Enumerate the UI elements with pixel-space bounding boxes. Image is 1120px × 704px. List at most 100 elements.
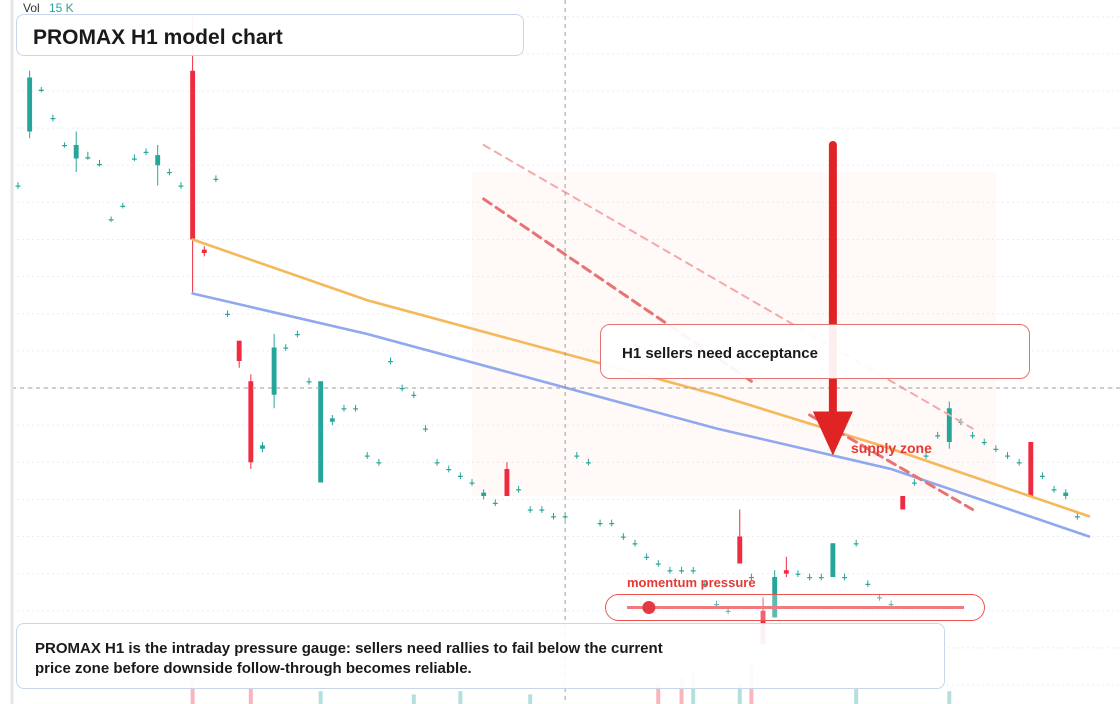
candle-body — [690, 570, 696, 572]
candle-body — [783, 570, 789, 574]
candle — [131, 154, 137, 162]
candle — [1028, 442, 1034, 496]
candle — [946, 401, 952, 449]
candle-body — [399, 388, 405, 390]
candle-body — [795, 573, 801, 575]
candle-body — [294, 334, 300, 336]
candle-body — [446, 469, 452, 471]
candle — [446, 465, 452, 473]
candle-body — [609, 523, 615, 525]
candles — [15, 16, 1080, 645]
candle-body — [260, 445, 265, 449]
volume-bar — [248, 688, 253, 704]
candle — [108, 216, 114, 222]
candle-body — [620, 536, 626, 538]
candle — [516, 485, 522, 493]
candle-body — [85, 157, 91, 159]
note-text: PROMAX H1 is the intraday pressure gauge… — [35, 640, 663, 677]
candle-body — [27, 77, 33, 132]
gauge-knob[interactable] — [642, 601, 656, 614]
candle-body — [201, 249, 207, 253]
candle-body — [423, 428, 428, 430]
candle — [783, 556, 789, 577]
candle — [795, 570, 801, 577]
title-panel: PROMAX H1 model chart — [16, 14, 524, 56]
volume-bar — [458, 691, 463, 704]
candle-body — [481, 492, 487, 496]
candle-body — [283, 347, 289, 349]
candle-body — [900, 496, 906, 510]
candle-body — [353, 408, 359, 410]
candle — [388, 357, 393, 365]
candle — [620, 533, 626, 540]
candle — [585, 458, 591, 466]
candle — [690, 566, 696, 574]
candle — [62, 142, 68, 148]
candle-body — [1028, 442, 1034, 496]
candle — [1005, 452, 1010, 459]
supply-zone-label: supply zone — [851, 440, 932, 456]
crosshair — [12, 0, 1120, 704]
candle — [318, 381, 324, 483]
candle — [283, 344, 289, 351]
candle-body — [225, 313, 230, 315]
candle — [143, 148, 149, 156]
candle — [178, 182, 184, 189]
candle — [935, 431, 941, 439]
candle-body — [306, 381, 312, 383]
candle-body — [388, 361, 393, 363]
candle-body — [376, 462, 382, 464]
candle-body — [457, 475, 463, 477]
candle — [877, 593, 882, 601]
candle — [539, 506, 545, 513]
candle-body — [1074, 516, 1080, 518]
arrow-head — [812, 411, 853, 456]
candle-body — [853, 543, 859, 545]
candle — [702, 580, 708, 588]
candle — [434, 458, 440, 466]
candle — [481, 489, 487, 500]
candle-body — [981, 442, 987, 444]
candle — [970, 431, 976, 439]
chart-title: PROMAX H1 model chart — [33, 26, 283, 49]
candle — [807, 573, 813, 581]
candle — [853, 539, 859, 547]
candle — [842, 573, 847, 581]
candle-body — [865, 583, 871, 585]
candle-body — [527, 509, 533, 511]
candle — [818, 573, 824, 581]
candle — [551, 512, 556, 520]
candle-body — [411, 394, 417, 396]
candle — [73, 131, 79, 172]
candle-body — [329, 418, 335, 422]
candle — [865, 580, 871, 588]
candle — [574, 452, 580, 459]
candle-body — [364, 455, 370, 457]
candle — [679, 566, 684, 574]
candle — [27, 70, 33, 139]
candle-body — [585, 462, 591, 464]
candle-body — [155, 155, 161, 166]
candle-body — [516, 489, 522, 491]
candle-body — [341, 408, 347, 410]
candle — [1051, 485, 1057, 493]
candle-body — [469, 482, 475, 484]
candle-body — [108, 219, 114, 221]
candle — [748, 573, 754, 581]
candle — [655, 560, 661, 567]
candle — [166, 168, 172, 176]
candle — [353, 404, 359, 412]
candle — [399, 384, 405, 392]
candle — [236, 340, 242, 368]
candle — [294, 330, 300, 338]
candle — [190, 16, 196, 294]
volume-bar — [947, 691, 952, 704]
volume-bar — [679, 678, 684, 704]
candle-body — [644, 556, 650, 558]
candle-body — [15, 185, 21, 187]
candle — [609, 519, 615, 527]
candle — [341, 404, 347, 412]
momentum-gauge — [605, 594, 985, 621]
candle-body — [143, 151, 149, 153]
candle-body — [166, 172, 172, 174]
